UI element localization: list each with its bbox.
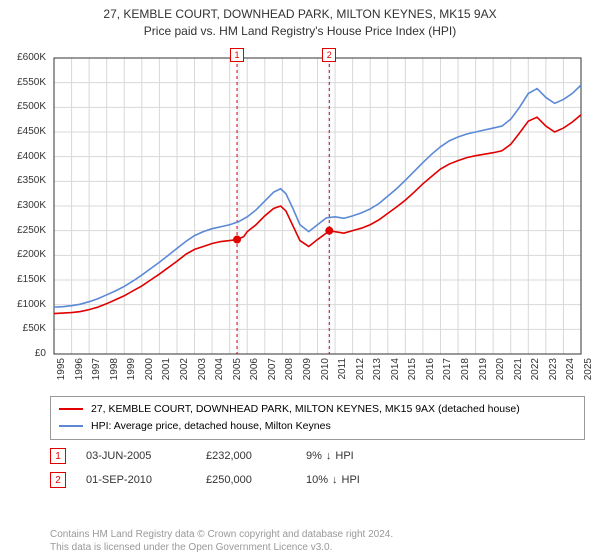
x-tick-label: 2025 (583, 358, 594, 388)
footer-line2: This data is licensed under the Open Gov… (50, 541, 585, 554)
sale-marker-row-2: 2 01-SEP-2010 £250,000 10% ↓ HPI (50, 472, 585, 488)
x-tick-label: 1998 (109, 358, 120, 388)
y-tick-label: £100K (4, 299, 46, 310)
legend-box: 27, KEMBLE COURT, DOWNHEAD PARK, MILTON … (50, 396, 585, 440)
sale-marker-diff-2: 10% ↓ HPI (306, 474, 426, 486)
y-tick-label: £550K (4, 77, 46, 88)
sale-marker-row-1: 1 03-JUN-2005 £232,000 9% ↓ HPI (50, 448, 585, 464)
x-tick-label: 2021 (513, 358, 524, 388)
sale-markers-block: 1 03-JUN-2005 £232,000 9% ↓ HPI 2 01-SEP… (50, 440, 585, 488)
x-tick-label: 1999 (126, 358, 137, 388)
sale-marker-diff-1: 9% ↓ HPI (306, 450, 426, 462)
x-tick-label: 2007 (267, 358, 278, 388)
sale-marker-diff-suffix-1: HPI (335, 450, 353, 462)
x-tick-label: 2009 (302, 358, 313, 388)
plot-area: £0£50K£100K£150K£200K£250K£300K£350K£400… (50, 44, 585, 384)
sale-marker-badge-1: 1 (50, 448, 66, 464)
x-tick-label: 2023 (548, 358, 559, 388)
footer-line1: Contains HM Land Registry data © Crown c… (50, 528, 585, 541)
x-tick-label: 2019 (478, 358, 489, 388)
x-tick-label: 2005 (232, 358, 243, 388)
plot-svg (50, 44, 585, 384)
title-block: 27, KEMBLE COURT, DOWNHEAD PARK, MILTON … (0, 0, 600, 40)
down-arrow-icon: ↓ (326, 450, 332, 462)
x-tick-label: 2015 (407, 358, 418, 388)
legend-label-hpi: HPI: Average price, detached house, Milt… (91, 418, 331, 435)
plot-marker-badge: 1 (230, 48, 244, 62)
sale-marker-date-1: 03-JUN-2005 (86, 450, 206, 462)
sale-marker-diff-pct-1: 9% (306, 450, 322, 462)
x-tick-label: 2010 (320, 358, 331, 388)
title-line2: Price paid vs. HM Land Registry's House … (0, 23, 600, 40)
x-tick-label: 2020 (495, 358, 506, 388)
sale-marker-price-1: £232,000 (206, 450, 306, 462)
x-tick-label: 2011 (337, 358, 348, 388)
x-tick-label: 2016 (425, 358, 436, 388)
y-tick-label: £50K (4, 323, 46, 334)
x-tick-label: 2004 (214, 358, 225, 388)
x-tick-label: 2013 (372, 358, 383, 388)
y-tick-label: £450K (4, 126, 46, 137)
y-tick-label: £400K (4, 151, 46, 162)
x-tick-label: 1996 (74, 358, 85, 388)
x-tick-label: 2017 (442, 358, 453, 388)
y-tick-label: £500K (4, 101, 46, 112)
legend-row-property: 27, KEMBLE COURT, DOWNHEAD PARK, MILTON … (59, 401, 576, 418)
x-tick-label: 2001 (161, 358, 172, 388)
chart-container: 27, KEMBLE COURT, DOWNHEAD PARK, MILTON … (0, 0, 600, 560)
x-tick-label: 1997 (91, 358, 102, 388)
sale-marker-date-2: 01-SEP-2010 (86, 474, 206, 486)
x-tick-label: 2006 (249, 358, 260, 388)
legend-row-hpi: HPI: Average price, detached house, Milt… (59, 418, 576, 435)
x-tick-label: 1995 (56, 358, 67, 388)
y-tick-label: £350K (4, 175, 46, 186)
sale-marker-diff-suffix-2: HPI (342, 474, 360, 486)
x-tick-label: 2008 (284, 358, 295, 388)
y-tick-label: £0 (4, 348, 46, 359)
x-tick-label: 2002 (179, 358, 190, 388)
sale-marker-price-2: £250,000 (206, 474, 306, 486)
x-tick-label: 2022 (530, 358, 541, 388)
x-tick-label: 2018 (460, 358, 471, 388)
y-tick-label: £300K (4, 200, 46, 211)
x-tick-label: 2003 (197, 358, 208, 388)
title-line1: 27, KEMBLE COURT, DOWNHEAD PARK, MILTON … (0, 6, 600, 23)
legend-swatch-property (59, 408, 83, 410)
y-tick-label: £200K (4, 249, 46, 260)
footer-block: Contains HM Land Registry data © Crown c… (50, 528, 585, 554)
down-arrow-icon: ↓ (332, 474, 338, 486)
y-tick-label: £250K (4, 225, 46, 236)
plot-marker-badge: 2 (322, 48, 336, 62)
x-tick-label: 2024 (565, 358, 576, 388)
sale-marker-badge-2: 2 (50, 472, 66, 488)
legend-label-property: 27, KEMBLE COURT, DOWNHEAD PARK, MILTON … (91, 401, 520, 418)
x-tick-label: 2012 (355, 358, 366, 388)
legend-swatch-hpi (59, 425, 83, 427)
y-tick-label: £150K (4, 274, 46, 285)
x-tick-label: 2014 (390, 358, 401, 388)
x-tick-label: 2000 (144, 358, 155, 388)
sale-marker-diff-pct-2: 10% (306, 474, 328, 486)
y-tick-label: £600K (4, 52, 46, 63)
